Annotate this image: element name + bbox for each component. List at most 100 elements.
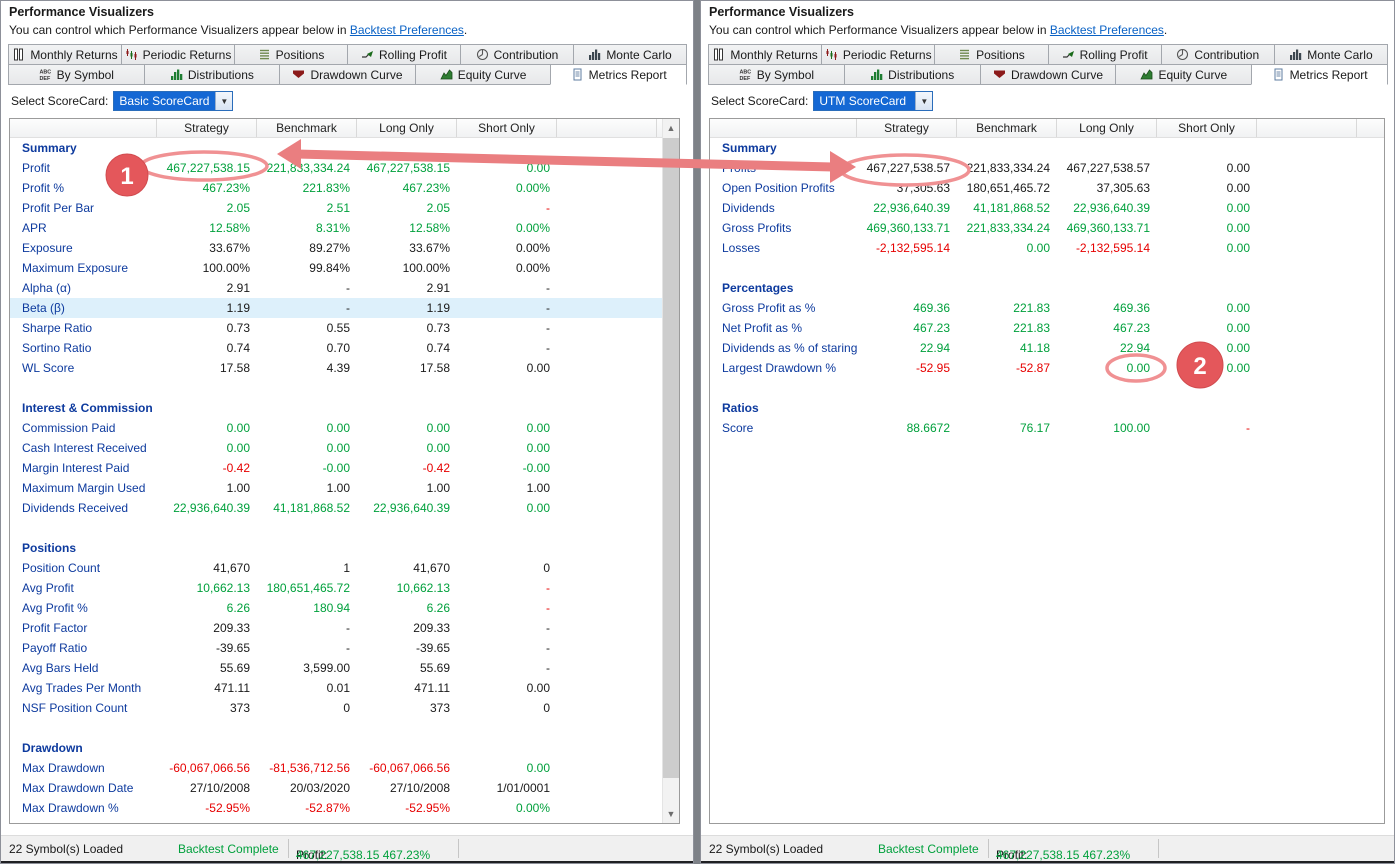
scorecard-selected-value: Basic ScoreCard <box>114 92 216 110</box>
metric-value: 0.00 <box>426 421 450 435</box>
metric-value: 1/01/0001 <box>457 821 557 823</box>
metric-value: 3,599.00 <box>303 661 350 675</box>
metric-row-net-profit-as[interactable]: Net Profit as % 467.23 221.83 467.23 0.00 <box>710 318 1384 338</box>
tab-monthly-returns[interactable]: Monthly Returns <box>8 44 122 65</box>
metric-row-nsf-position-count[interactable]: NSF Position Count 373 0 373 0 <box>10 698 679 718</box>
metric-row-max-drawdown-date[interactable]: Max Drawdown % Date27/10/20089/03/200927… <box>10 818 679 823</box>
metric-row-apr[interactable]: APR 12.58% 8.31% 12.58% 0.00% <box>10 218 679 238</box>
scrollbar-thumb[interactable] <box>663 138 679 778</box>
scorecard-select[interactable]: Basic ScoreCard ▼ <box>113 91 234 111</box>
tab-equity-curve[interactable]: Equity Curve <box>414 64 552 85</box>
metric-row-losses[interactable]: Losses -2,132,595.14 0.00 -2,132,595.14 0.00 <box>710 238 1384 258</box>
metric-row-max-drawdown[interactable]: Max Drawdown -60,067,066.56 -81,536,712.56… <box>10 758 679 778</box>
scroll-up-icon[interactable]: ▲ <box>663 119 679 137</box>
metric-row-cash-interest-received[interactable]: Cash Interest Received 0.00 0.00 0.00 0.00 <box>10 438 679 458</box>
metric-row-beta[interactable]: Beta (β) 1.19 - 1.19 - <box>10 298 679 318</box>
metric-row-largest-drawdown[interactable]: Largest Drawdown % -52.95 -52.87 0.00 0.00 <box>710 358 1384 378</box>
tab-distributions[interactable]: Distributions <box>843 64 981 85</box>
metric-row-maximum-exposure[interactable]: Maximum Exposure 100.00% 99.84% 100.00% 0.00… <box>10 258 679 278</box>
tab-distributions[interactable]: Distributions <box>143 64 281 85</box>
column-header-long-only[interactable]: Long Only <box>1057 119 1157 137</box>
column-header-short-only[interactable]: Short Only <box>1157 119 1257 137</box>
metric-row-dividends-received[interactable]: Dividends Received 22,936,640.39 41,181,86… <box>10 498 679 518</box>
metric-row-dividends[interactable]: Dividends 22,936,640.39 41,181,868.52 22,93… <box>710 198 1384 218</box>
column-header-strategy[interactable]: Strategy <box>857 119 957 137</box>
tab-contribution[interactable]: Contribution <box>460 44 574 65</box>
metric-label: Profit <box>22 161 51 175</box>
column-header-short-only[interactable]: Short Only <box>457 119 557 137</box>
metric-row-margin-interest-paid[interactable]: Margin Interest Paid -0.42 -0.00 -0.42 -0.00 <box>10 458 679 478</box>
metric-row-max-drawdown-date[interactable]: Max Drawdown Date 27/10/2008 20/03/2020 27/… <box>10 778 679 798</box>
tab-positions[interactable]: Positions <box>234 44 348 65</box>
metric-row-profit[interactable]: Profit % 467.23% 221.83% 467.23% 0.00% <box>10 178 679 198</box>
status-separator <box>1158 839 1159 858</box>
metric-row-gross-profit-as[interactable]: Gross Profit as % 469.36 221.83 469.36 0.00 <box>710 298 1384 318</box>
backtest-preferences-link[interactable]: Backtest Preferences <box>1049 23 1164 37</box>
metric-value: 469,360,133.71 <box>1066 221 1150 235</box>
metric-value: - <box>546 281 550 295</box>
metric-row-position-count[interactable]: Position Count 41,670 1 41,670 0 <box>10 558 679 578</box>
tab-label: Monte Carlo <box>606 47 672 62</box>
tab-monte-carlo[interactable]: Monte Carlo <box>1273 44 1389 65</box>
chevron-down-icon[interactable]: ▼ <box>215 92 233 110</box>
tab-periodic-returns[interactable]: Periodic Returns <box>121 44 235 65</box>
tab-label: Monthly Returns <box>730 47 818 62</box>
metric-value: 0.00 <box>1126 361 1150 375</box>
metric-row-max-drawdown[interactable]: Max Drawdown % -52.95% -52.87% -52.95% 0.00% <box>10 798 679 818</box>
metric-value: 1.00 <box>426 481 450 495</box>
metric-row-maximum-margin-used[interactable]: Maximum Margin Used 1.00 1.00 1.00 1.00 <box>10 478 679 498</box>
tab-drawdown-curve[interactable]: Drawdown Curve <box>979 64 1117 85</box>
metric-row-score[interactable]: Score 88.6672 76.17 100.00 - <box>710 418 1384 438</box>
contribution-icon <box>1176 48 1189 61</box>
metric-row-profit-per-bar[interactable]: Profit Per Bar 2.05 2.51 2.05 - <box>10 198 679 218</box>
tab-periodic-returns[interactable]: Periodic Returns <box>821 44 936 65</box>
metric-row-exposure[interactable]: Exposure 33.67% 89.27% 33.67% 0.00% <box>10 238 679 258</box>
vertical-scrollbar[interactable]: ▲ ▼ <box>662 119 679 823</box>
tab-metrics-report[interactable]: Metrics Report <box>1251 64 1388 85</box>
metric-row-profit-factor[interactable]: Profit Factor 209.33 - 209.33 - <box>10 618 679 638</box>
backtest-preferences-link[interactable]: Backtest Preferences <box>349 23 464 37</box>
metric-row-avg-profit[interactable]: Avg Profit 10,662.13 180,651,465.72 10,662.… <box>10 578 679 598</box>
metric-row-avg-bars-held[interactable]: Avg Bars Held 55.69 3,599.00 55.69 - <box>10 658 679 678</box>
metric-value: 27/10/2008 <box>157 821 257 823</box>
metric-row-payoff-ratio[interactable]: Payoff Ratio -39.65 - -39.65 - <box>10 638 679 658</box>
column-header-benchmark[interactable]: Benchmark <box>957 119 1057 137</box>
status-bar: 22 Symbol(s) Loaded Backtest Complete Pr… <box>1 835 693 862</box>
column-header-strategy[interactable]: Strategy <box>157 119 257 137</box>
tab-rolling-profit[interactable]: Rolling Profit <box>1047 44 1162 65</box>
tab-label: Periodic Returns <box>842 47 932 62</box>
metric-row-wl-score[interactable]: WL Score 17.58 4.39 17.58 0.00 <box>10 358 679 378</box>
metric-row-sharpe-ratio[interactable]: Sharpe Ratio 0.73 0.55 0.73 - <box>10 318 679 338</box>
column-header-benchmark[interactable]: Benchmark <box>257 119 357 137</box>
tab-label: Periodic Returns <box>142 47 232 62</box>
metric-value: - <box>546 621 550 635</box>
metric-row-sortino-ratio[interactable]: Sortino Ratio 0.74 0.70 0.74 - <box>10 338 679 358</box>
tab-monthly-returns[interactable]: Monthly Returns <box>708 44 823 65</box>
metric-row-profits[interactable]: Profits 467,227,538.57 221,833,334.24 467,2… <box>710 158 1384 178</box>
metric-row-gross-profits[interactable]: Gross Profits 469,360,133.71 221,833,334.2… <box>710 218 1384 238</box>
scorecard-select[interactable]: UTM ScoreCard ▼ <box>813 91 934 111</box>
tab-monte-carlo[interactable]: Monte Carlo <box>573 44 687 65</box>
metric-value: -0.42 <box>422 461 450 475</box>
metric-row-profit[interactable]: Profit 467,227,538.15 221,833,334.24 467,22… <box>10 158 679 178</box>
metric-row-avg-trades-per-month[interactable]: Avg Trades Per Month 471.11 0.01 471.11 0.00 <box>10 678 679 698</box>
scroll-down-icon[interactable]: ▼ <box>663 805 679 823</box>
tab-drawdown-curve[interactable]: Drawdown Curve <box>279 64 416 85</box>
metric-row-open-position-profits[interactable]: Open Position Profits 37,305.63 180,651,46… <box>710 178 1384 198</box>
tab-contribution[interactable]: Contribution <box>1160 44 1275 65</box>
metric-value: 2.91 <box>226 281 250 295</box>
tab-rolling-profit[interactable]: Rolling Profit <box>347 44 461 65</box>
symbols-loaded-status: 22 Symbol(s) Loaded <box>9 842 124 856</box>
tab-by-symbol[interactable]: ABC DEF By Symbol <box>708 64 845 85</box>
metric-row-avg-profit[interactable]: Avg Profit % 6.26 180.94 6.26 - <box>10 598 679 618</box>
svg-text:DEF: DEF <box>739 76 750 81</box>
metric-row-commission-paid[interactable]: Commission Paid 0.00 0.00 0.00 0.00 <box>10 418 679 438</box>
tab-by-symbol[interactable]: ABC DEF By Symbol <box>8 64 145 85</box>
metric-row-dividends-as-of-staring[interactable]: Dividends as % of staring 22.94 41.18 22.94… <box>710 338 1384 358</box>
tab-positions[interactable]: Positions <box>934 44 1049 65</box>
tab-equity-curve[interactable]: Equity Curve <box>1115 64 1253 85</box>
chevron-down-icon[interactable]: ▼ <box>915 92 933 110</box>
metric-row-alpha[interactable]: Alpha (α) 2.91 - 2.91 - <box>10 278 679 298</box>
tab-metrics-report[interactable]: Metrics Report <box>550 64 687 85</box>
column-header-long-only[interactable]: Long Only <box>357 119 457 137</box>
